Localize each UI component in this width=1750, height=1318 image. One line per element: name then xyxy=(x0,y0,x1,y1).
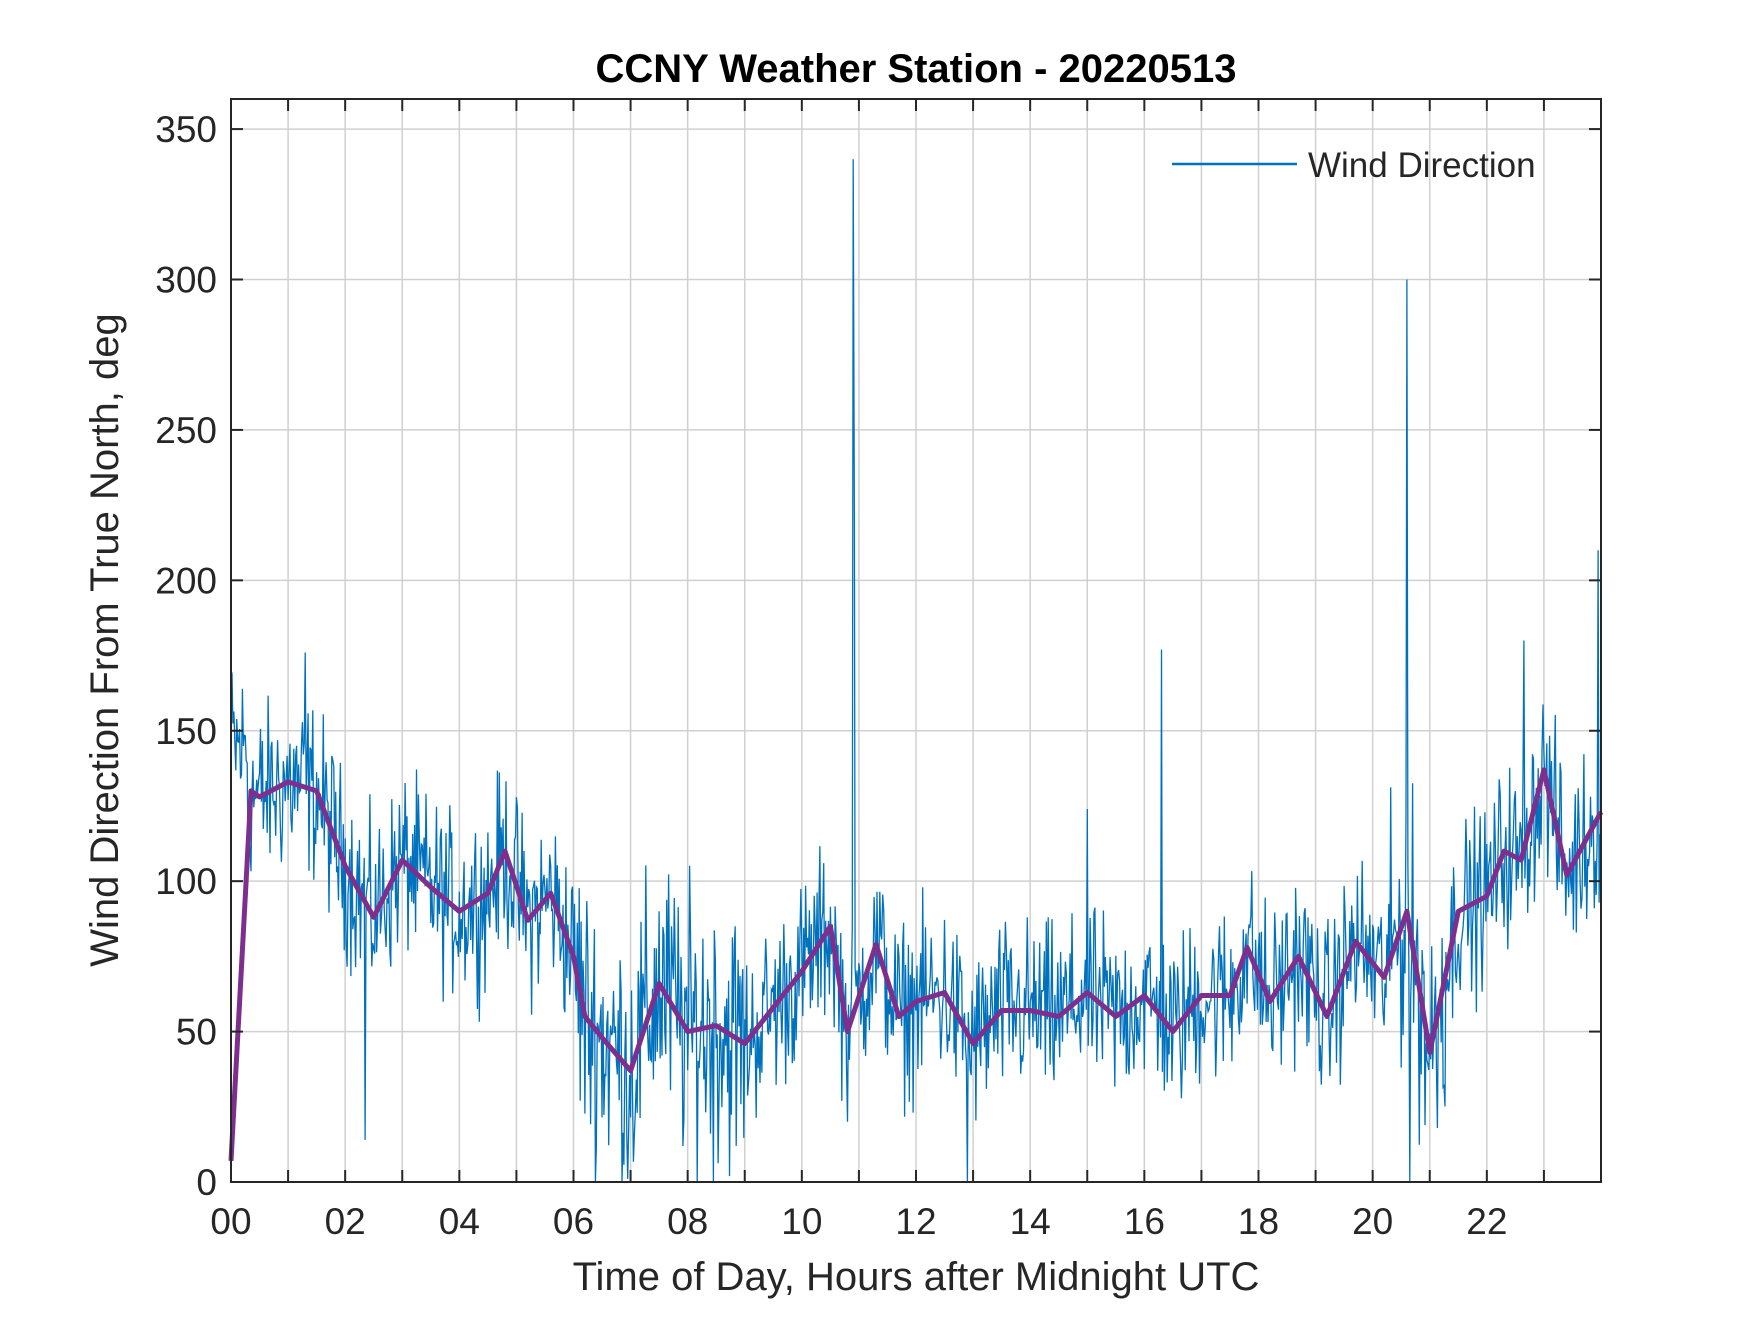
x-tick-label: 04 xyxy=(439,1201,480,1242)
legend-label-wind-direction: Wind Direction xyxy=(1308,146,1536,185)
x-tick-label: 10 xyxy=(781,1201,822,1242)
legend: Wind Direction xyxy=(1172,146,1536,185)
x-tick-label: 06 xyxy=(553,1201,594,1242)
x-tick-label: 20 xyxy=(1352,1201,1393,1242)
series-line-smoothed xyxy=(228,767,1604,1162)
y-tick-label: 50 xyxy=(176,1012,217,1053)
x-tick-label: 22 xyxy=(1466,1201,1507,1242)
x-tick-label: 08 xyxy=(667,1201,708,1242)
y-tick-label: 350 xyxy=(155,109,217,150)
x-axis-label: Time of Day, Hours after Midnight UTC xyxy=(573,1255,1260,1299)
y-tick-label: 150 xyxy=(155,711,217,752)
x-tick-label: 16 xyxy=(1124,1201,1165,1242)
y-tick-label: 0 xyxy=(196,1162,217,1203)
x-tick-label: 02 xyxy=(325,1201,366,1242)
y-tick-label: 250 xyxy=(155,410,217,451)
ticks: 0 50 100 150 200 250 300 350 00 02 04 06 08 10 12 14 16 1… xyxy=(155,99,1601,1242)
y-tick-label: 200 xyxy=(155,560,217,601)
x-tick-label: 18 xyxy=(1238,1201,1279,1242)
x-tick-label: 14 xyxy=(1010,1201,1051,1242)
series-layer xyxy=(228,159,1604,1183)
series-line-wind-direction xyxy=(230,159,1601,1183)
x-tick-label: 00 xyxy=(210,1201,251,1242)
y-tick-label: 100 xyxy=(155,861,217,902)
chart-title: CCNY Weather Station - 20220513 xyxy=(596,47,1237,91)
y-axis-label: Wind Direction From True North, deg xyxy=(83,313,127,967)
x-tick-label: 12 xyxy=(895,1201,936,1242)
y-tick-label: 300 xyxy=(155,260,217,301)
